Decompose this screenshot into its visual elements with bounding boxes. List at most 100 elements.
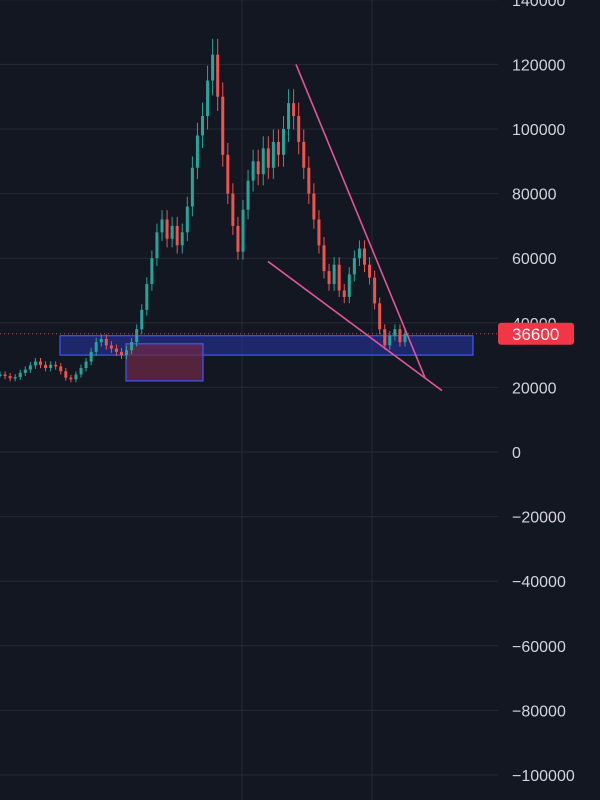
candle-body (99, 338, 103, 343)
current-price-marker: 36600 (0, 322, 574, 345)
candle-body (109, 345, 113, 349)
candle-body (64, 371, 68, 378)
candle-body (125, 350, 129, 356)
candle-body (170, 225, 174, 239)
y-tick-label: 120000 (512, 57, 565, 74)
y-tick-label: 0 (512, 445, 521, 462)
current-price-label: 36600 (512, 325, 559, 344)
candle-body (180, 232, 184, 246)
candle-body (307, 167, 311, 194)
candle-body (206, 80, 210, 117)
candle-body (18, 372, 22, 378)
candle-body (403, 333, 407, 343)
candle-body (373, 277, 377, 304)
candle-body (388, 335, 392, 346)
candle-body (165, 219, 169, 239)
candle-body (398, 329, 402, 343)
candle-body (54, 364, 58, 367)
candle-body (104, 338, 108, 346)
candle-body (292, 103, 296, 117)
candle-body (327, 271, 331, 285)
candle-body (302, 141, 306, 168)
candle-body (94, 342, 98, 352)
candle-body (33, 361, 37, 366)
candle-body (120, 351, 123, 356)
drawing-zones (59, 335, 474, 382)
candle-body (135, 329, 139, 343)
candle-body (231, 193, 235, 226)
candle-body (378, 303, 382, 330)
y-tick-label: 80000 (512, 187, 557, 204)
candle-body (282, 129, 285, 155)
candle-body (185, 206, 189, 233)
candle-body (383, 329, 387, 346)
candle-body (276, 141, 280, 155)
candle-body (226, 154, 230, 194)
y-tick-label: −40000 (512, 574, 566, 591)
candle-body (0, 374, 2, 376)
candle-body (337, 264, 341, 291)
candle-body (342, 290, 346, 297)
candle-body (256, 161, 260, 175)
candle-body (312, 193, 316, 220)
wedge-lower-line (267, 260, 443, 392)
y-tick-label: −20000 (512, 510, 566, 527)
candle-body (352, 258, 356, 275)
candle-body (69, 377, 73, 380)
y-tick-label: −80000 (512, 703, 566, 720)
candle-body (59, 366, 63, 372)
candle-body (347, 274, 351, 297)
candle-body (236, 225, 240, 252)
candle-body (195, 135, 199, 168)
candle-body (79, 368, 83, 375)
candle-body (332, 264, 336, 285)
candle-body (89, 351, 93, 362)
candle-body (317, 219, 321, 246)
y-tick-label: 60000 (512, 251, 557, 268)
candle-body (160, 219, 164, 233)
candle-body (261, 148, 265, 175)
y-tick-label: −100000 (512, 768, 575, 785)
price-axis: 140000120000100000800006000040000200000−… (512, 0, 575, 785)
y-tick-label: 20000 (512, 380, 557, 397)
candle-body (216, 54, 220, 97)
y-tick-label: 100000 (512, 122, 565, 139)
candle-body (241, 209, 245, 252)
candle-body (393, 329, 397, 336)
candle-body (3, 374, 7, 377)
candle-body (201, 116, 204, 136)
y-tick-label: 140000 (512, 0, 565, 10)
candle-body (271, 141, 275, 168)
candle-body (155, 232, 159, 259)
candle-body (150, 258, 154, 285)
candle-body (140, 309, 144, 330)
candle-body (368, 264, 372, 278)
candle-body (211, 54, 215, 81)
candle-body (322, 245, 326, 272)
current-price-label-bg (498, 322, 574, 345)
candle-body (13, 377, 17, 379)
candle-body (287, 103, 291, 129)
candle-body (145, 284, 149, 310)
candle-body (84, 361, 88, 369)
candle-body (246, 180, 250, 210)
candle-body (357, 248, 361, 259)
y-tick-label: −60000 (512, 639, 566, 656)
candle-body (28, 365, 32, 370)
wedge-upper-line (295, 64, 426, 379)
candle-body (49, 364, 53, 369)
demand-zone (125, 343, 204, 382)
candle-body (190, 167, 194, 207)
candlestick-series (0, 38, 407, 383)
candle-body (114, 348, 118, 352)
candle-body (221, 96, 225, 155)
candle-body (266, 148, 270, 168)
candle-body (74, 374, 78, 380)
candle-body (23, 369, 27, 373)
candle-body (130, 342, 134, 351)
candle-body (44, 364, 48, 369)
candle-body (363, 248, 366, 265)
candle-body (39, 361, 42, 365)
candle-body (297, 116, 301, 142)
